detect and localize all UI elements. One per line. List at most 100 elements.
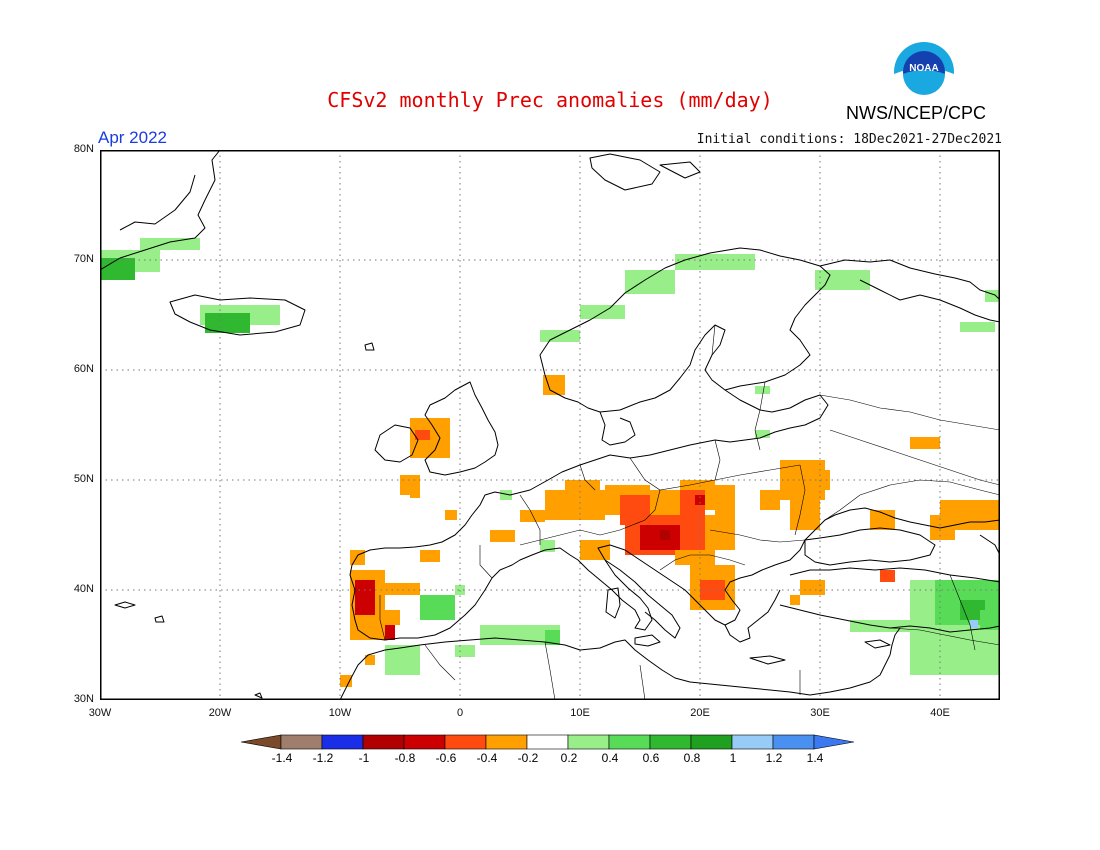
baltic-coast: [714, 389, 829, 443]
lat-label-70n: 70N: [73, 253, 94, 265]
colorbar-cell: [731, 734, 774, 750]
colorbar: [240, 734, 855, 750]
anomaly-cell: [985, 500, 1000, 512]
anomaly-cell: [675, 550, 715, 565]
colorbar-label: -0.4: [476, 751, 498, 765]
colorbar-cell: [649, 734, 692, 750]
coastlines: [100, 150, 1000, 700]
colorbar-cell: [362, 734, 405, 750]
anomaly-cell: [755, 386, 770, 394]
colorbar-label: 1: [729, 751, 737, 765]
black-sea-coast: [804, 527, 936, 566]
noaa-logo: NOAA: [892, 40, 956, 104]
map-title: CFSv2 monthly Prec anomalies (mm/day): [327, 88, 773, 112]
noaa-logo-text: NOAA: [909, 63, 938, 74]
lon-label-30e: 30E: [810, 707, 830, 719]
anomaly-cell: [455, 645, 475, 657]
anomaly-cell: [100, 258, 135, 280]
colorbar-cell: [690, 734, 733, 750]
anomaly-cell: [980, 610, 1000, 630]
anomaly-cell: [985, 290, 1000, 302]
anomaly-cell: [410, 490, 420, 498]
initial-conditions-label: Initial conditions: 18Dec2021-27Dec2021: [696, 132, 1002, 147]
iceland-coast: [169, 294, 306, 336]
anomaly-cell: [543, 375, 565, 395]
lon-label-0: 0: [456, 707, 464, 719]
lat-label-60n: 60N: [73, 363, 94, 375]
lon-label-20e: 20E: [690, 707, 710, 719]
agency-label: NWS/NCEP/CPC: [846, 103, 987, 123]
anomaly-cell: [480, 625, 560, 645]
north-africa-coast: [339, 637, 891, 700]
colorbar-cell: [444, 734, 487, 750]
anomaly-cell: [385, 645, 420, 675]
colorbar-cell: [813, 734, 855, 750]
italy-coast: [604, 559, 681, 639]
colorbar-label: -0.8: [394, 751, 416, 765]
anomaly-cell: [970, 620, 978, 628]
anomaly-cell: [445, 510, 457, 520]
map-background: [100, 150, 1000, 700]
anomaly-cell: [910, 437, 940, 449]
colorbar-label: 0.8: [683, 751, 701, 765]
lon-label-40e: 40E: [930, 707, 950, 719]
map-frame: [100, 150, 1000, 700]
anomaly-cell: [415, 430, 430, 440]
anomaly-cell: [490, 530, 515, 542]
crete-coast: [749, 655, 786, 665]
lat-label-80n: 80N: [73, 143, 94, 155]
anomaly-cell: [755, 430, 770, 438]
anomaly-cell: [355, 580, 375, 615]
ireland-coast: [374, 424, 419, 463]
sicily-coast: [634, 634, 661, 647]
colorbar-cell: [280, 734, 323, 750]
colorbar-cell: [567, 734, 610, 750]
anomaly-cell: [715, 485, 735, 515]
anomaly-map: [100, 150, 1000, 700]
sardinia-coast: [605, 587, 621, 619]
country-borders: [379, 324, 1000, 700]
colorbar-cell: [526, 734, 569, 750]
colorbar-label: -0.6: [435, 751, 457, 765]
anomaly-cell: [350, 550, 365, 565]
anatolia-coast: [789, 567, 1000, 583]
lon-label-10e: 10E: [570, 707, 590, 719]
valid-month-label: Apr 2022: [98, 128, 167, 147]
lat-label-40n: 40N: [73, 583, 94, 595]
anomaly-cell: [420, 550, 440, 562]
anomaly-cell: [880, 570, 895, 582]
anomaly-cell: [365, 655, 375, 665]
colorbar-cell: [608, 734, 651, 750]
anomaly-cell: [790, 500, 820, 530]
anomaly-cell: [340, 675, 352, 687]
anomaly-cell: [695, 495, 705, 505]
colorbar-label: -1.2: [312, 751, 334, 765]
colorbar-label: -1: [358, 751, 370, 765]
colorbar-label: 0.6: [642, 751, 660, 765]
anomaly-cell: [500, 490, 512, 500]
lat-label-30n: 30N: [73, 693, 94, 705]
colorbar-cell: [240, 734, 282, 750]
anomaly-cell: [520, 510, 545, 522]
anomaly-cell: [385, 583, 420, 595]
anomaly-cell: [540, 330, 580, 342]
anomaly-cell: [545, 490, 605, 520]
anomaly-cell: [785, 460, 825, 490]
anomaly-cell: [660, 530, 670, 540]
colorbar-label: -0.2: [517, 751, 539, 765]
caspian-coast: [979, 534, 1000, 556]
colorbar-cell: [772, 734, 815, 750]
anomaly-cell: [565, 480, 600, 492]
anomaly-cell: [420, 595, 455, 620]
lon-label-30w: 30W: [88, 707, 112, 719]
anomaly-cell: [540, 540, 555, 552]
anomaly-cell: [800, 580, 825, 595]
mainland-europe-coast: [349, 439, 1000, 641]
svalbard-coast: [589, 153, 661, 191]
lon-label-10w: 10W: [328, 707, 352, 719]
colorbar-cell: [321, 734, 364, 750]
colorbar-label: 0.2: [560, 751, 578, 765]
greece-coast: [724, 589, 781, 643]
anomaly-cell: [580, 540, 610, 560]
anomaly-cell: [760, 490, 780, 510]
